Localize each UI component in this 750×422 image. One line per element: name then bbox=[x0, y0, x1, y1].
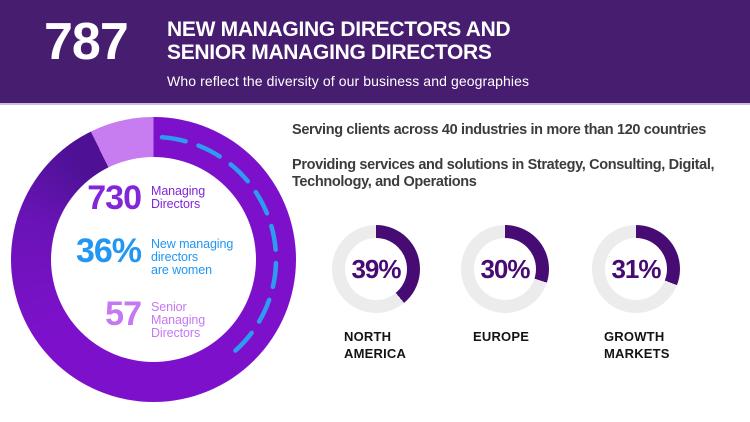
stat-value: 36% bbox=[75, 232, 142, 270]
headline-title: NEW MANAGING DIRECTORS AND SENIOR MANAGI… bbox=[167, 18, 511, 64]
region-donut-gauge: 39% bbox=[332, 225, 420, 313]
headline-subtitle: Who reflect the diversity of our busines… bbox=[167, 73, 530, 89]
region-percent: 31% bbox=[611, 253, 661, 284]
region-donut-hole bbox=[345, 238, 407, 300]
region-label: EUROPE bbox=[473, 329, 530, 344]
stat-label: New managing directors are women bbox=[151, 237, 234, 277]
stat-women-new-mds: 36% New managing directors are women bbox=[11, 232, 234, 277]
region-europe: 30% EUROPE bbox=[461, 225, 581, 345]
facts-text-block: Serving clients across 40 industries in … bbox=[292, 122, 747, 209]
stat-value: 730 bbox=[87, 179, 142, 217]
region-percent: 30% bbox=[480, 253, 530, 284]
region-percent: 39% bbox=[351, 253, 401, 284]
region-donut-hole bbox=[474, 238, 536, 300]
region-growth-markets: 31% GROWTH MARKETS bbox=[592, 225, 712, 362]
fact-industries-countries: Serving clients across 40 industries in … bbox=[292, 122, 706, 138]
stat-value: 57 bbox=[105, 295, 142, 333]
region-donut-gauge: 30% bbox=[461, 225, 549, 313]
stat-label: Senior Managing Directors bbox=[151, 300, 206, 340]
stat-managing-directors: 730 Managing Directors bbox=[11, 179, 206, 217]
region-label: NORTH AMERICA bbox=[344, 329, 407, 361]
region-north-america: 39% NORTH AMERICA bbox=[332, 225, 452, 362]
stat-label: Managing Directors bbox=[151, 184, 206, 211]
fact-services-solutions: Providing services and solutions in Stra… bbox=[292, 156, 715, 191]
stat-senior-managing-directors: 57 Senior Managing Directors bbox=[11, 295, 206, 340]
leadership-donut-chart: 730 Managing Directors 36% New managing … bbox=[11, 117, 296, 402]
header-banner: 787 NEW MANAGING DIRECTORS AND SENIOR MA… bbox=[0, 0, 750, 105]
region-donut-hole bbox=[605, 238, 667, 300]
headline-number: 787 bbox=[44, 13, 129, 71]
region-label: GROWTH MARKETS bbox=[604, 329, 670, 361]
region-donut-gauge: 31% bbox=[592, 225, 680, 313]
